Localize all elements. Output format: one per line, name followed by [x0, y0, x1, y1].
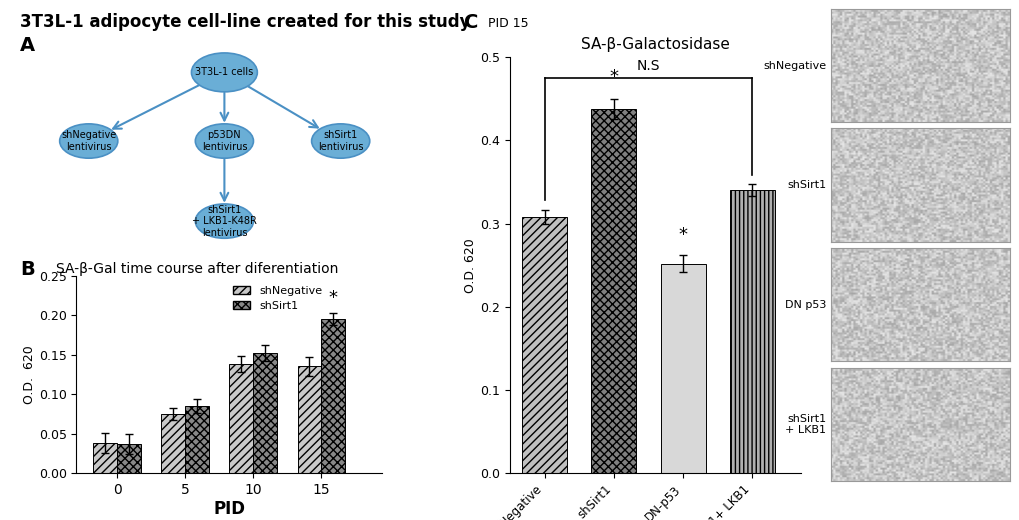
Text: shSirt1
+ LKB1-K48R
lentivirus: shSirt1 + LKB1-K48R lentivirus [192, 204, 257, 238]
Circle shape [196, 204, 254, 238]
Y-axis label: O.D.  620: O.D. 620 [23, 345, 36, 404]
Text: shSirt1: shSirt1 [787, 180, 825, 190]
Text: 3T3L-1 adipocyte cell-line created for this study: 3T3L-1 adipocyte cell-line created for t… [20, 13, 471, 31]
Bar [253, 353, 277, 473]
Bar [117, 444, 141, 473]
Text: B: B [20, 260, 35, 279]
Text: shNegative: shNegative [762, 60, 825, 71]
Legend: shNegative, shSirt1: shNegative, shSirt1 [228, 281, 326, 316]
Text: *: * [608, 68, 618, 86]
Text: SA-β-Gal time course after diferentiation: SA-β-Gal time course after diferentiatio… [56, 262, 338, 276]
Title: SA-β-Galactosidase: SA-β-Galactosidase [581, 37, 729, 52]
Circle shape [59, 124, 118, 158]
Text: *: * [678, 226, 687, 244]
Bar [185, 406, 209, 473]
Text: A: A [20, 36, 36, 56]
Y-axis label: O.D. 620: O.D. 620 [464, 238, 477, 293]
Text: shSirt1
lentivirus: shSirt1 lentivirus [318, 130, 363, 152]
Circle shape [312, 124, 370, 158]
X-axis label: PID: PID [213, 500, 246, 518]
Text: shNegative
lentivirus: shNegative lentivirus [61, 130, 116, 152]
Bar [729, 190, 774, 473]
Bar [522, 217, 567, 473]
Text: C: C [464, 13, 478, 32]
Bar [229, 364, 253, 473]
Text: PID 15: PID 15 [487, 17, 528, 30]
Bar [591, 109, 636, 473]
Text: p53DN
lentivirus: p53DN lentivirus [202, 130, 247, 152]
Text: DN p53: DN p53 [784, 300, 825, 310]
Bar [321, 319, 344, 473]
Circle shape [196, 124, 254, 158]
Text: 3T3L-1 cells: 3T3L-1 cells [195, 68, 254, 77]
Bar [94, 443, 117, 473]
Circle shape [192, 53, 257, 92]
Text: *: * [328, 289, 337, 307]
Bar [660, 264, 705, 473]
Text: N.S: N.S [636, 59, 659, 73]
Text: shSirt1
+ LKB1: shSirt1 + LKB1 [785, 413, 825, 435]
Bar [161, 414, 185, 473]
Bar [298, 367, 321, 473]
